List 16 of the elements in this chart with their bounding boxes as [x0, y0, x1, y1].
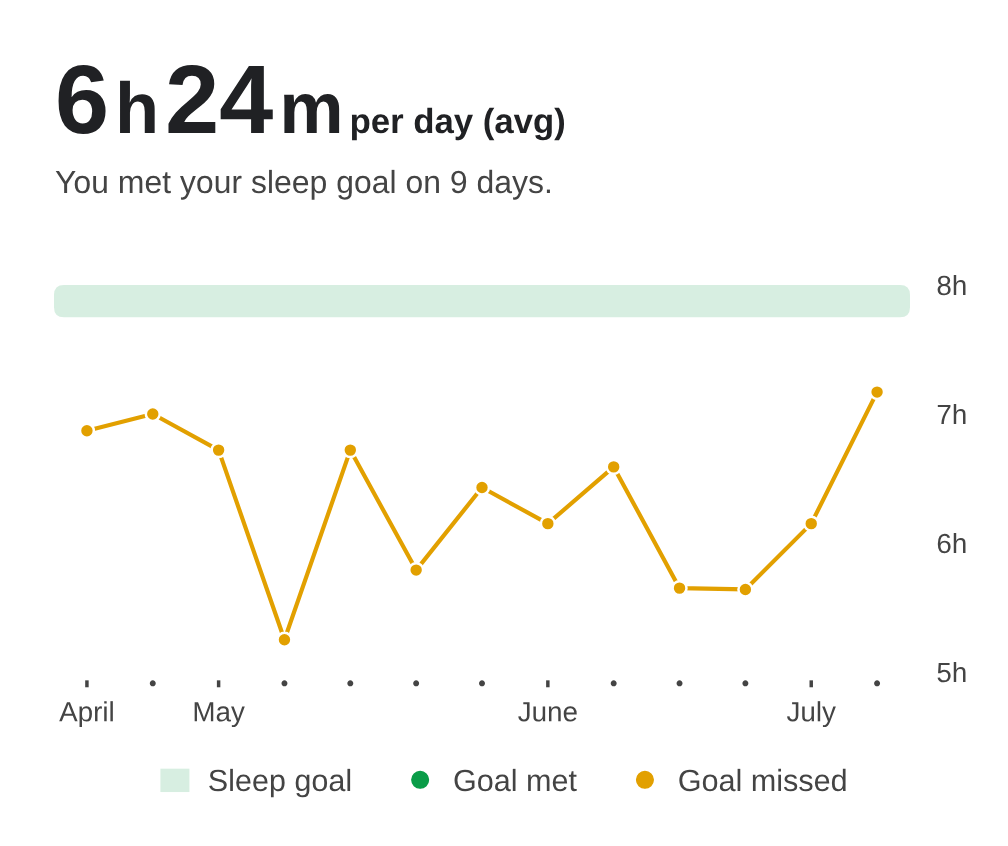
- x-tick-label: May: [194, 702, 245, 728]
- point: [276, 631, 293, 648]
- legend-label: Sleep goal: [209, 768, 351, 798]
- y-tick-label: 5h: [937, 661, 966, 683]
- point: [473, 479, 491, 496]
- point: [737, 581, 754, 598]
- y-tick-label: 8h: [937, 274, 966, 296]
- point: [539, 515, 557, 532]
- chart-subtitle: You met your sleep goal on 9 days.: [55, 169, 550, 200]
- legend-label: Goal missed: [679, 768, 846, 792]
- y-tick-label: 7h: [937, 403, 966, 425]
- x-tick-label: June: [518, 702, 577, 722]
- x-tick-label: April: [59, 701, 113, 728]
- y-tick-label: 6h: [937, 532, 966, 554]
- x-tick-label: July: [786, 701, 836, 728]
- legend-label: Goal met: [454, 768, 577, 792]
